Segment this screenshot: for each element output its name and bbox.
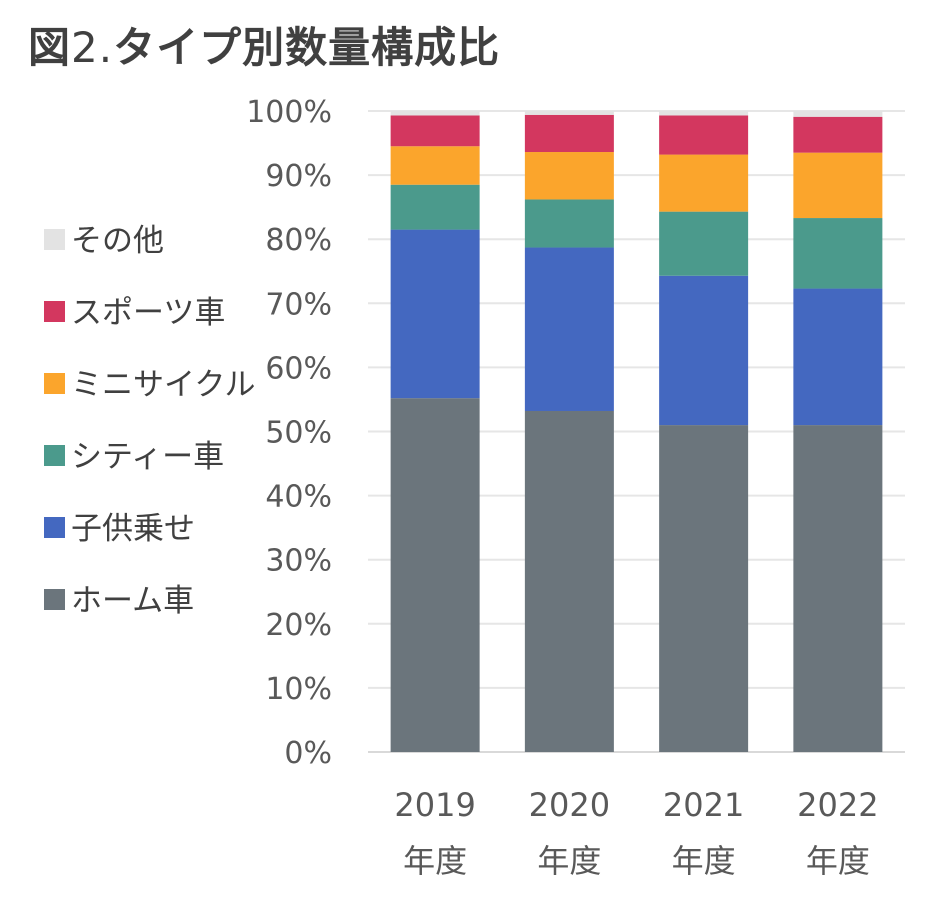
bar-segment <box>524 152 614 200</box>
x-tick-label: 2021 <box>663 786 744 824</box>
bar-segment <box>524 410 614 752</box>
y-tick-label: 0% <box>284 736 332 771</box>
legend-label: その他 <box>71 223 164 259</box>
bar-segment <box>390 146 480 185</box>
bar-segment <box>524 247 614 411</box>
title-text: タイプ別数量構成比 <box>113 23 501 72</box>
x-tick-label: 年度 <box>537 842 601 880</box>
legend-label: ミニサイクル <box>71 367 255 403</box>
title-prefix: 図 <box>28 23 72 72</box>
bar-segment <box>659 211 749 276</box>
legend-label: 子供乗せ <box>71 511 195 547</box>
bar-segment <box>390 111 480 116</box>
bar-segment <box>793 152 883 219</box>
legend-swatch <box>44 517 65 538</box>
x-tick-label: 2022 <box>797 786 878 824</box>
y-tick-label: 20% <box>265 608 332 643</box>
legend-swatch <box>44 445 65 466</box>
bar-segment <box>524 114 614 153</box>
y-tick-label: 60% <box>265 351 332 386</box>
legend-swatch <box>44 589 65 610</box>
legend-swatch <box>44 301 65 322</box>
bar-segment <box>793 116 883 153</box>
x-tick-label: 年度 <box>806 842 870 880</box>
legend-label: スポーツ車 <box>71 295 225 331</box>
y-tick-label: 70% <box>265 287 332 322</box>
y-tick-label: 100% <box>246 95 332 130</box>
bar-segment <box>659 154 749 212</box>
bar-segment <box>524 199 614 248</box>
legend-label: ホーム車 <box>71 583 194 619</box>
y-tick-label: 90% <box>265 159 332 194</box>
bar-segment <box>390 115 480 147</box>
bar-segment <box>390 184 480 230</box>
y-tick-label: 50% <box>265 416 332 451</box>
bar-segment <box>390 229 480 399</box>
chart-title: 図2.タイプ別数量構成比 <box>28 14 500 75</box>
bar-segment <box>793 288 883 426</box>
x-tick-label: 年度 <box>403 842 467 880</box>
bar-segment <box>524 111 614 115</box>
y-tick-label: 40% <box>265 480 332 515</box>
bar-segment <box>659 115 749 155</box>
legend-swatch <box>44 373 65 394</box>
bar-segment <box>390 398 480 752</box>
y-tick-label: 30% <box>265 544 332 579</box>
y-tick-label: 80% <box>265 223 332 258</box>
bar-segment <box>793 111 883 117</box>
bar-segment <box>793 218 883 289</box>
x-tick-label: 2019 <box>394 786 475 824</box>
bar-segment <box>659 111 749 116</box>
x-tick-label: 年度 <box>672 842 736 880</box>
bar-segment <box>659 275 749 426</box>
title-number: 2. <box>71 23 114 72</box>
legend-label: シティー車 <box>71 439 224 475</box>
bar-segment <box>659 425 749 752</box>
y-tick-label: 10% <box>265 672 332 707</box>
x-tick-label: 2020 <box>529 786 610 824</box>
bar-segment <box>793 425 883 752</box>
legend-swatch <box>44 229 65 250</box>
